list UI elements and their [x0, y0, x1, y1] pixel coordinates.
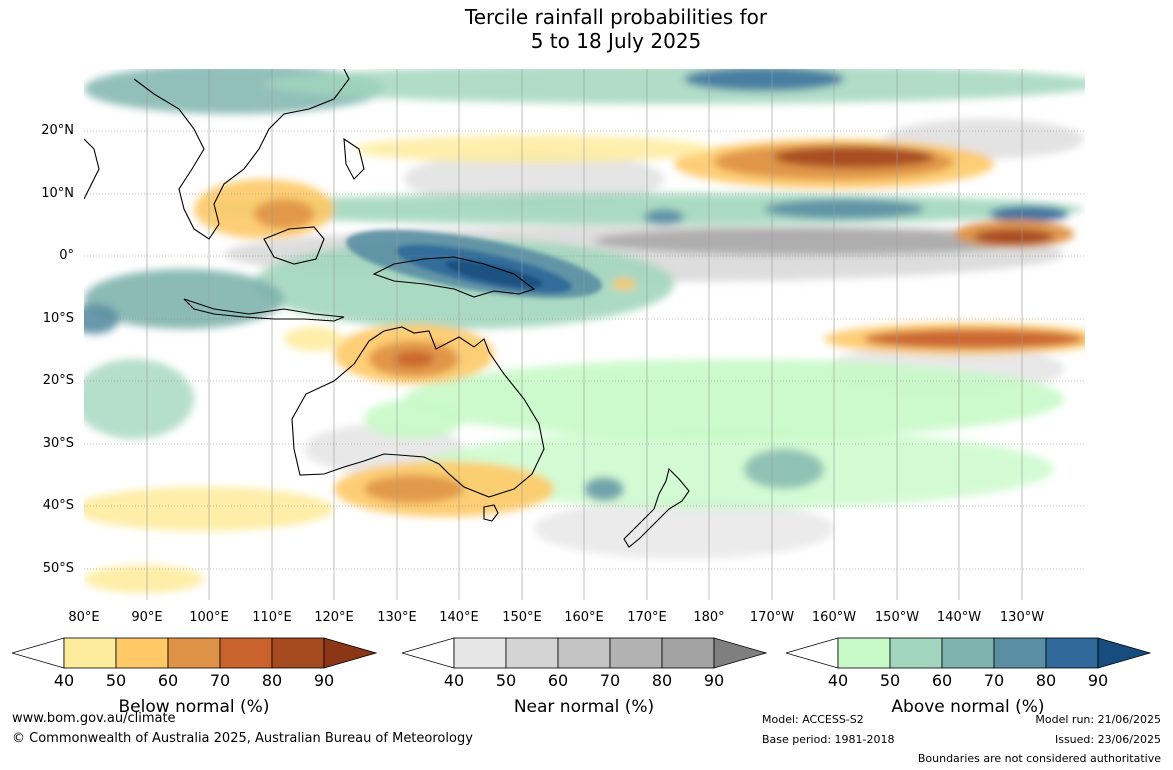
below-tick-90: 90 [313, 671, 335, 690]
near-normal-segment-60 [557, 637, 611, 669]
borneo-coast [263, 226, 325, 265]
below-tick-80: 80 [261, 671, 283, 690]
lon-label-150e: 150°E [502, 610, 542, 625]
lon-label-170e: 170°E [627, 610, 667, 625]
lat-label-50s: 50°S [42, 561, 74, 576]
above-normal-label: Above normal (%) [891, 697, 1045, 717]
lat-gridlines [84, 130, 1085, 570]
below-normal-segment-70 [219, 637, 273, 669]
lon-label-140w: 140°W [936, 610, 982, 625]
footer-copyright: © Commonwealth of Australia 2025, Austra… [12, 731, 473, 746]
rainfall-probability-map [84, 69, 1085, 600]
above-normal-segment-over-90 [1097, 637, 1152, 669]
colorbar-near-normal [402, 637, 768, 669]
india-coast [84, 138, 100, 200]
footer-base-period: Base period: 1981-2018 [762, 733, 895, 746]
above-tick-50: 50 [879, 671, 901, 690]
above-tick-90: 90 [1087, 671, 1109, 690]
lat-label-10s: 10°S [42, 311, 74, 326]
below-tick-70: 70 [209, 671, 231, 690]
colorbar-below-normal [12, 637, 378, 669]
near-normal-segment-80 [661, 637, 715, 669]
title-line-2: 5 to 18 July 2025 [530, 29, 702, 53]
near-normal-segment-under-40 [402, 637, 455, 669]
probability-fields [84, 69, 1085, 593]
lon-label-150w: 150°W [874, 610, 920, 625]
lon-label-130w: 130°W [999, 610, 1045, 625]
coastlines [84, 69, 690, 548]
lat-label-20n: 20°N [41, 123, 74, 138]
lat-label-10n: 10°N [41, 186, 74, 201]
near-tick-90: 90 [703, 671, 725, 690]
below-normal-segment-40 [63, 637, 117, 669]
below-tick-60: 60 [157, 671, 179, 690]
warm-pool-anomaly [345, 229, 603, 299]
above-normal-segment-70 [993, 637, 1047, 669]
below-normal-segment-80 [271, 637, 325, 669]
below-tick-50: 50 [105, 671, 127, 690]
near-tick-70: 70 [599, 671, 621, 690]
lon-label-160e: 160°E [564, 610, 604, 625]
above-tick-60: 60 [931, 671, 953, 690]
lat-label-20s: 20°S [42, 373, 74, 388]
above-normal-segment-40 [837, 637, 891, 669]
map-panel [84, 69, 1085, 600]
lat-label-30s: 30°S [42, 436, 74, 451]
lon-label-90e: 90°E [131, 610, 163, 625]
near-normal-segment-70 [609, 637, 663, 669]
indonesia-coast [183, 298, 345, 322]
above-normal-segment-50 [889, 637, 943, 669]
lon-label-80e: 80°E [68, 610, 100, 625]
tasmania-coast [483, 504, 499, 522]
colorbar-above-normal [786, 637, 1152, 669]
lon-label-140e: 140°E [439, 610, 479, 625]
lon-label-120e: 120°E [314, 610, 354, 625]
lat-label-0: 0° [59, 248, 74, 263]
below-normal-segment-50 [115, 637, 169, 669]
near-normal-segment-50 [505, 637, 559, 669]
lon-label-180: 180° [693, 610, 725, 625]
above-tick-70: 70 [983, 671, 1005, 690]
near-normal-segment-40 [453, 637, 507, 669]
lon-label-160w: 160°W [811, 610, 857, 625]
new-guinea-coast [372, 256, 536, 298]
australia-coast [291, 326, 545, 498]
below-normal-segment-under-40 [12, 637, 65, 669]
footer-model: Model: ACCESS-S2 [762, 713, 864, 726]
lon-label-110e: 110°E [252, 610, 292, 625]
lon-label-170w: 170°W [749, 610, 795, 625]
above-tick-40: 40 [827, 671, 849, 690]
below-normal-label: Below normal (%) [118, 697, 270, 717]
near-tick-60: 60 [547, 671, 569, 690]
title-line-1: Tercile rainfall probabilities for [464, 5, 768, 29]
near-normal-segment-over-90 [713, 637, 768, 669]
below-normal-segment-60 [167, 637, 221, 669]
near-tick-80: 80 [651, 671, 673, 690]
footer-issued: Issued: 23/06/2025 [1054, 733, 1161, 746]
new-zealand-coast [623, 467, 690, 548]
lon-gridlines [146, 69, 1023, 600]
below-tick-40: 40 [53, 671, 75, 690]
near-tick-40: 40 [443, 671, 465, 690]
footer-url: www.bom.gov.au/climate [12, 711, 176, 726]
above-tick-80: 80 [1035, 671, 1057, 690]
footer-model-run: Model run: 21/06/2025 [1035, 713, 1161, 726]
lon-label-130e: 130°E [377, 610, 417, 625]
near-normal-label: Near normal (%) [513, 697, 655, 717]
below-normal-segment-over-90 [323, 637, 378, 669]
lon-label-100e: 100°E [189, 610, 229, 625]
footer-boundaries-note: Boundaries are not considered authoritat… [917, 752, 1161, 765]
near-tick-50: 50 [495, 671, 517, 690]
above-normal-segment-60 [941, 637, 995, 669]
philippines-coast [343, 137, 365, 180]
asia-coast [133, 69, 350, 240]
above-normal-segment-80 [1045, 637, 1099, 669]
lat-label-40s: 40°S [42, 498, 74, 513]
above-normal-segment-under-40 [786, 637, 839, 669]
